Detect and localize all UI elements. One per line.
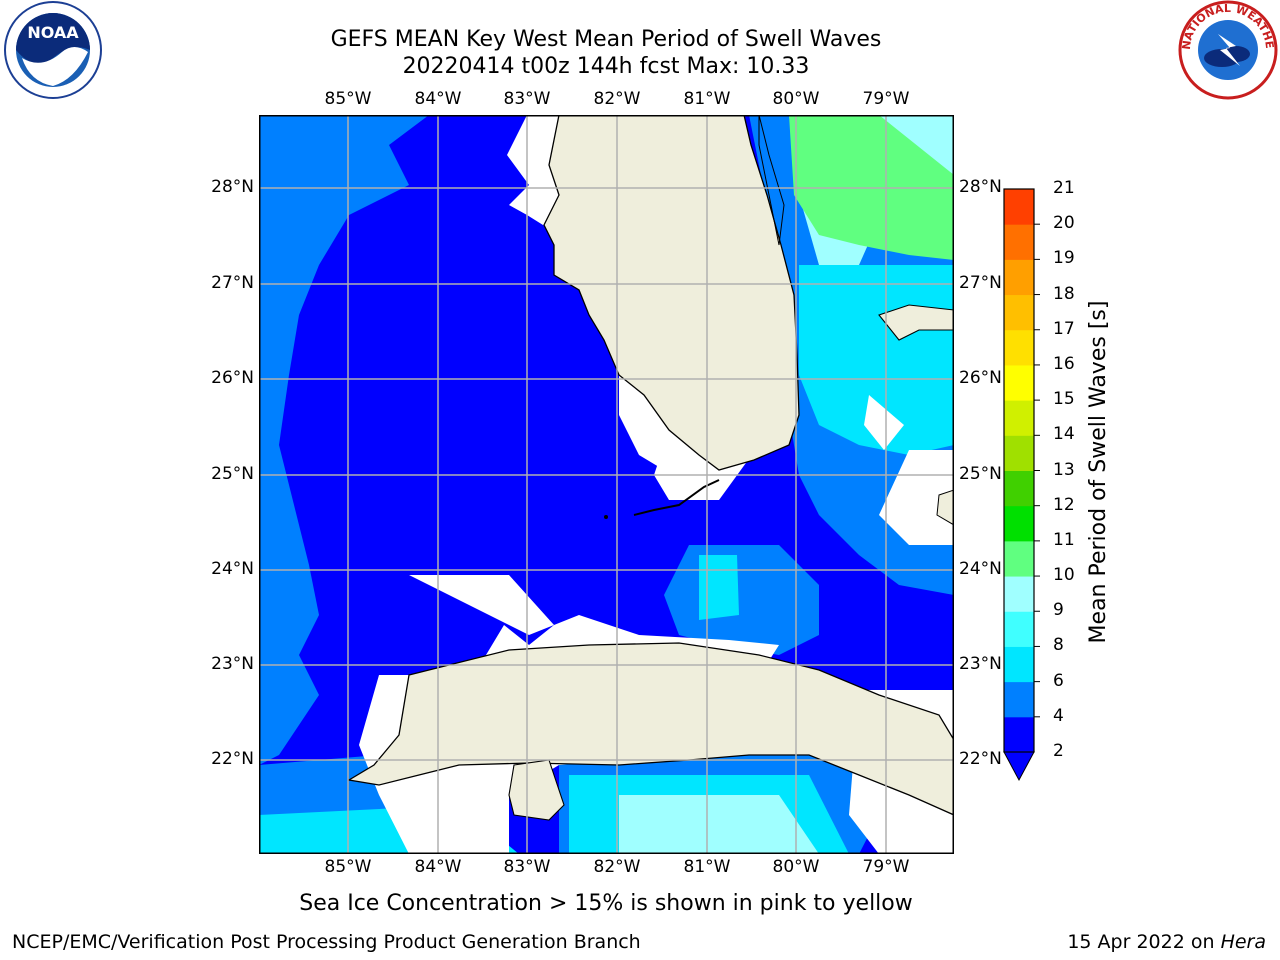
colorbar-tick-label: 17: [1053, 318, 1075, 339]
lon-label-bottom-3: 82°W: [593, 857, 641, 877]
lon-label-bottom-2: 83°W: [503, 857, 551, 877]
colorbar-tick-label: 2: [1053, 741, 1064, 761]
lon-label-bottom-5: 80°W: [772, 857, 820, 877]
colorbar-tick-label: 12: [1053, 494, 1075, 515]
lat-label-right-5: 23°N: [959, 654, 1002, 674]
colorbar-band: [1004, 576, 1034, 612]
colorbar-band: [1004, 505, 1034, 542]
lat-label-right-4: 24°N: [959, 559, 1002, 579]
colorbar-tick-label: 4: [1053, 705, 1064, 726]
lon-label-bottom-0: 85°W: [324, 857, 372, 877]
map-title: GEFS MEAN Key West Mean Period of Swell …: [330, 27, 882, 52]
noaa-logo-text: NOAA: [27, 23, 79, 42]
florida-east-coast-lagoon: [758, 115, 785, 246]
dry-tortugas-mark: [604, 515, 608, 519]
lat-label-right-3: 25°N: [959, 464, 1002, 484]
nodata-bahamas-1: [864, 395, 904, 450]
swell-zone-pale-south: [619, 795, 819, 854]
nws-logo-icon: NATIONAL WEATHER SERVICE: [1178, 0, 1278, 100]
colorbar-band: [1004, 400, 1034, 436]
colorbar-tick-label: 18: [1053, 283, 1075, 304]
footer-credit: NCEP/EMC/Verification Post Processing Pr…: [12, 931, 641, 953]
colorbar-tick-label: 13: [1053, 459, 1075, 480]
lon-label-top-2: 83°W: [503, 89, 551, 109]
bahamas-land: [878, 304, 954, 341]
sea-ice-note: Sea Ice Concentration > 15% is shown in …: [299, 891, 913, 916]
colorbar-tick-label: 9: [1053, 600, 1064, 621]
nodata-north-florida: [507, 115, 559, 235]
lat-label-left-6: 22°N: [211, 749, 254, 769]
florida-keys-line: [633, 479, 720, 516]
colorbar: [1003, 188, 1040, 782]
noaa-logo-icon: NOAA: [4, 1, 102, 99]
colorbar-band: [1004, 259, 1034, 296]
map-subtitle-forecast: 20220414 t00z 144h fcst Max: 10.33: [402, 54, 810, 79]
colorbar-band: [1004, 364, 1034, 401]
nodata-bahamas-2: [879, 450, 954, 545]
lon-label-top-1: 84°W: [414, 89, 462, 109]
andros-land: [936, 489, 954, 526]
colorbar-band: [1004, 435, 1034, 471]
colorbar-band: [1004, 611, 1034, 647]
lat-label-right-2: 26°N: [959, 368, 1002, 388]
swell-zone-cyan-strait: [699, 555, 739, 620]
lon-label-top-5: 80°W: [772, 89, 820, 109]
colorbar-extend-arrow: [1003, 751, 1035, 782]
colorbar-band: [1004, 224, 1034, 260]
lat-label-left-4: 24°N: [211, 559, 254, 579]
lon-label-top-6: 79°W: [862, 89, 910, 109]
colorbar-band: [1004, 646, 1034, 683]
colorbar-band: [1004, 540, 1034, 577]
footer-host: Hera: [1220, 931, 1266, 953]
map-panel: [259, 115, 954, 854]
lat-label-right-6: 22°N: [959, 749, 1002, 769]
colorbar-tick-label: 10: [1053, 565, 1075, 586]
lat-label-right-0: 28°N: [959, 177, 1002, 197]
lon-label-bottom-1: 84°W: [414, 857, 462, 877]
colorbar-tick-label: 15: [1053, 389, 1075, 410]
swell-zone-west: [259, 115, 429, 765]
colorbar-tick-label: 8: [1053, 635, 1064, 656]
footer-date: 15 Apr 2022 on Hera: [1067, 931, 1266, 953]
colorbar-tick-label: 16: [1053, 353, 1075, 374]
lat-label-left-2: 26°N: [211, 368, 254, 388]
lon-label-top-4: 81°W: [683, 89, 731, 109]
colorbar-tick-label: 11: [1053, 529, 1075, 550]
colorbar-band: [1004, 681, 1034, 718]
colorbar-band: [1004, 329, 1034, 366]
colorbar-band: [1004, 716, 1034, 753]
lon-label-bottom-4: 81°W: [683, 857, 731, 877]
lat-label-left-0: 28°N: [211, 177, 254, 197]
colorbar-label: Mean Period of Swell Waves [s]: [1086, 300, 1111, 644]
lat-label-left-5: 23°N: [211, 654, 254, 674]
florida-land: [543, 115, 800, 471]
lon-label-top-3: 82°W: [593, 89, 641, 109]
map-frame: [259, 115, 954, 854]
graticule: [259, 115, 954, 854]
colorbar-tick-label: 21: [1053, 178, 1075, 198]
colorbar-tick-label: 20: [1053, 213, 1075, 234]
colorbar-band: [1004, 470, 1034, 507]
footer-date-text: 15 Apr 2022 on: [1067, 931, 1221, 953]
lat-label-right-1: 27°N: [959, 273, 1002, 293]
lon-label-top-0: 85°W: [324, 89, 372, 109]
lon-label-bottom-6: 79°W: [862, 857, 910, 877]
lat-label-left-1: 27°N: [211, 273, 254, 293]
colorbar-tick-label: 6: [1053, 670, 1064, 691]
colorbar-tick-label: 19: [1053, 248, 1075, 269]
colorbar-tick-label: 14: [1053, 424, 1075, 445]
colorbar-frame: [1003, 188, 1035, 753]
colorbar-band: [1004, 294, 1034, 331]
lat-label-left-3: 25°N: [211, 464, 254, 484]
colorbar-band: [1004, 189, 1034, 225]
cuba-land: [347, 642, 954, 816]
